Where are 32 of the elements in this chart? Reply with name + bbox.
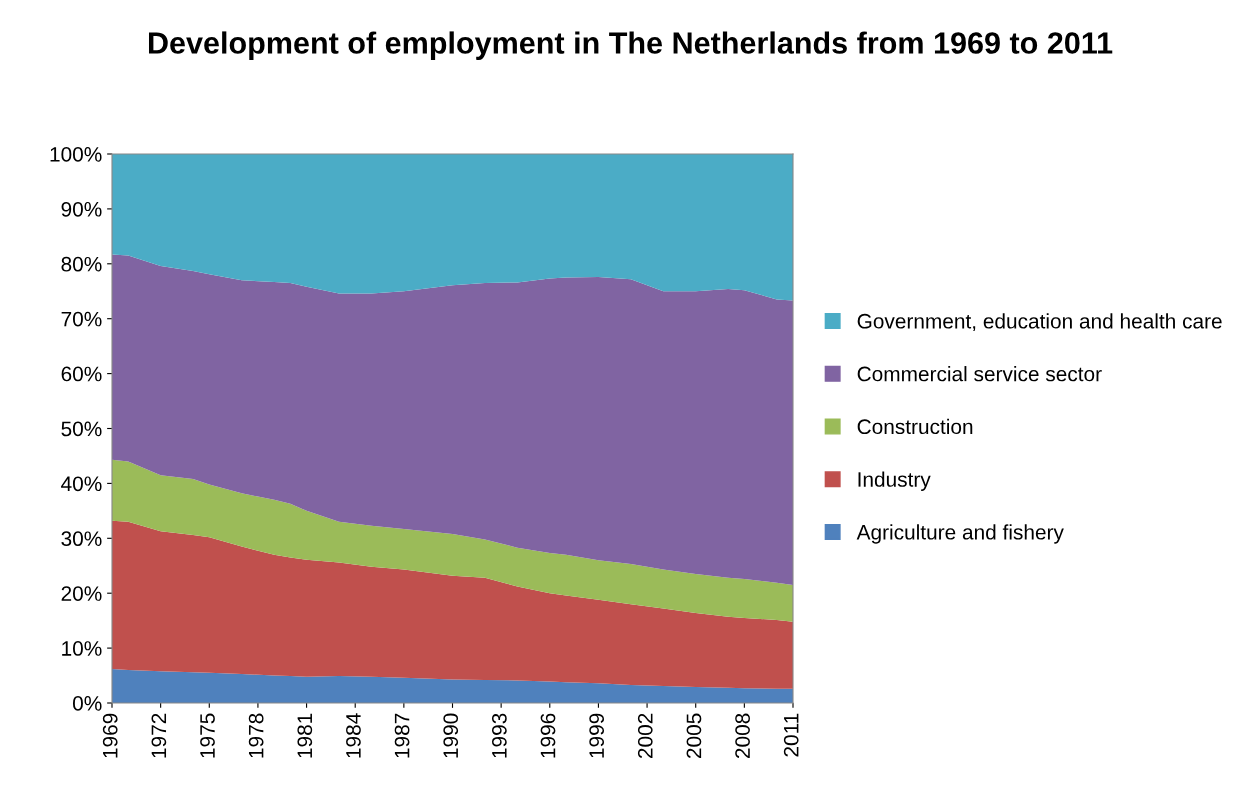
- y-tick-label: 30%: [61, 531, 102, 547]
- x-tick-label: 1984: [346, 713, 361, 758]
- y-tick-label: 10%: [62, 641, 102, 656]
- legend-label: Agriculture and fishery: [856, 524, 1064, 544]
- x-tick-label: 1990: [443, 713, 459, 758]
- y-tick-label: 70%: [61, 311, 102, 327]
- x-tick-label: 1987: [394, 713, 410, 758]
- y-tick-label: 80%: [61, 256, 102, 272]
- x-tick-label: 2005: [686, 713, 702, 759]
- x-tick-label: 1975: [200, 713, 215, 758]
- y-tick-label: 0%: [72, 696, 102, 711]
- x-tick-label: 1978: [248, 713, 264, 758]
- y-tick-label: 60%: [61, 366, 102, 382]
- x-tick-label: 2002: [637, 713, 653, 759]
- legend-label: Commercial service sector: [857, 366, 1102, 382]
- x-tick-label: 2011: [783, 713, 799, 757]
- legend-label: Industry: [858, 471, 931, 491]
- y-tick-label: 20%: [61, 586, 102, 601]
- y-tick-label: 100%: [50, 147, 102, 162]
- x-tick-label: 1972: [151, 713, 167, 758]
- y-tick-label: 90%: [61, 201, 102, 217]
- legend-label: Construction: [857, 418, 973, 435]
- legend-label: Government, education and health care: [857, 313, 1222, 332]
- y-tick-label: 40%: [61, 476, 102, 492]
- y-tick-label: 50%: [61, 421, 102, 437]
- chart-title: Development of employment in The Netherlands from 1969 to 2011: [149, 31, 1113, 60]
- x-tick-label: 1969: [102, 713, 118, 758]
- x-tick-label: 1999: [589, 713, 605, 758]
- x-tick-label: 1993: [491, 713, 507, 758]
- x-tick-label: 1981: [297, 713, 313, 758]
- x-tick-label: 1996: [540, 713, 556, 758]
- x-tick-label: 2008: [735, 713, 750, 759]
